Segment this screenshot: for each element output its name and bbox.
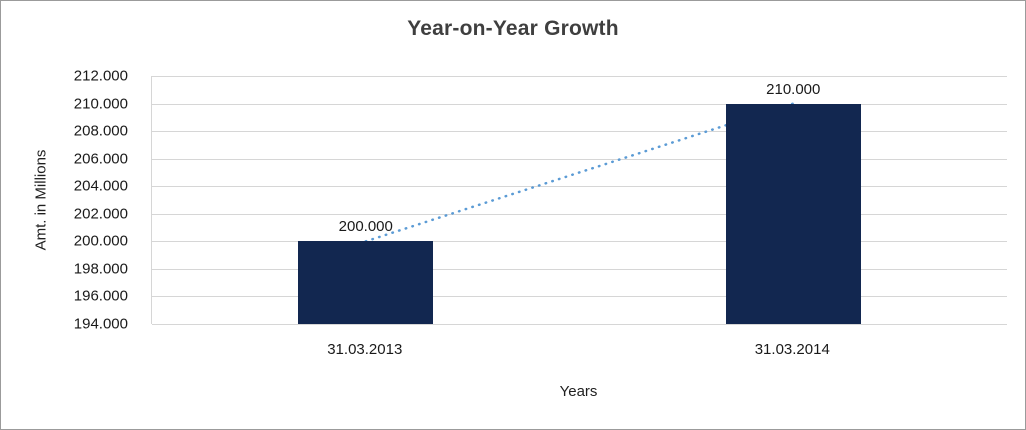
y-tick-label: 206.000	[73, 150, 128, 168]
gridline	[152, 268, 1007, 270]
data-label: 210.000	[766, 80, 821, 98]
y-axis-tick-labels: 194.000 196.000 198.000 200.000 202.000 204.0…	[1, 68, 141, 333]
y-tick-label: 208.000	[73, 122, 128, 140]
plot-area: 200.000 210.000	[151, 76, 1007, 325]
gridline	[152, 186, 1007, 188]
gridline	[152, 103, 1007, 105]
y-tick-label: 194.000	[73, 315, 128, 333]
gridline	[152, 76, 1007, 77]
y-tick-label: 202.000	[73, 205, 128, 223]
y-tick-label: 196.000	[73, 287, 128, 305]
y-tick-label: 200.000	[73, 232, 128, 250]
y-tick-label: 204.000	[73, 177, 128, 195]
gridline	[152, 296, 1007, 298]
y-tick-label: 198.000	[73, 260, 128, 278]
y-tick-label: 210.000	[73, 95, 128, 113]
gridline	[152, 131, 1007, 133]
x-axis-title: Years	[559, 383, 598, 400]
gridline	[152, 158, 1007, 160]
gridline	[152, 241, 1007, 243]
y-tick-label: 212.000	[73, 67, 128, 85]
data-label: 200.000	[338, 218, 393, 236]
trendline	[364, 102, 795, 243]
x-category-label: 31.03.2014	[754, 341, 830, 358]
x-category-label: 31.03.2013	[327, 341, 403, 358]
gridline	[152, 324, 1007, 325]
bar-31.03.2013	[298, 241, 434, 324]
x-axis-category-labels: 31.03.2013 31.03.2014	[151, 341, 1006, 361]
bar-31.03.2014	[725, 103, 861, 324]
chart-title: Year-on-Year Growth	[407, 17, 619, 40]
gridline	[152, 213, 1007, 215]
